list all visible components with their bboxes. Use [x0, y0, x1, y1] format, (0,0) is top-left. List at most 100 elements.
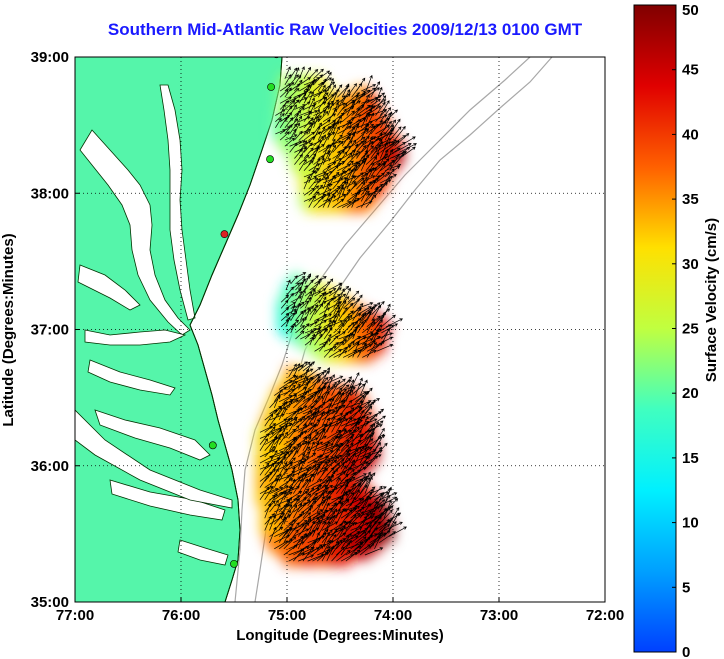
y-axis-label: Latitude (Degrees:Minutes)	[0, 233, 17, 426]
velocity-arrow	[297, 361, 311, 372]
velocity-arrow	[269, 487, 284, 494]
speed-cell	[315, 304, 325, 314]
velocity-arrow	[322, 195, 337, 202]
velocity-arrow	[365, 112, 375, 129]
speed-cell	[303, 538, 313, 548]
speed-cell	[322, 434, 332, 444]
speed-cell	[280, 117, 290, 127]
speed-cell	[275, 440, 285, 450]
speed-cell	[319, 203, 329, 213]
speed-cell	[347, 123, 357, 133]
velocity-arrow	[359, 477, 371, 494]
speed-cell	[361, 197, 371, 207]
speed-cell	[291, 304, 301, 314]
velocity-arrow	[293, 520, 308, 531]
speed-cell	[324, 353, 334, 363]
velocity-arrow	[333, 331, 346, 340]
velocity-arrow	[375, 163, 386, 178]
speed-cell	[320, 298, 330, 308]
speed-cell	[277, 310, 287, 320]
speed-cell	[303, 550, 313, 560]
velocity-arrow	[275, 113, 285, 122]
velocity-arrow	[336, 499, 350, 513]
speed-cell	[341, 391, 351, 401]
velocity-arrow	[298, 92, 307, 104]
speed-cell	[370, 544, 380, 554]
velocity-arrow	[326, 508, 338, 525]
velocity-arrow	[337, 108, 347, 122]
velocity-arrow	[290, 282, 301, 291]
speed-cell	[342, 105, 352, 115]
velocity-arrow	[298, 101, 311, 110]
speed-cell	[338, 117, 348, 127]
speed-cell	[357, 197, 367, 207]
speed-cell	[342, 129, 352, 139]
speed-cell	[295, 154, 305, 164]
speed-cell	[352, 179, 362, 189]
velocity-arrow	[379, 107, 392, 122]
velocity-arrow	[380, 164, 393, 178]
velocity-arrow	[307, 441, 324, 452]
velocity-arrow	[381, 323, 398, 334]
speed-cell	[348, 347, 358, 357]
speed-cell	[299, 179, 309, 189]
velocity-arrow	[341, 83, 350, 98]
speed-cell	[289, 373, 299, 383]
speed-cell	[327, 557, 337, 567]
velocity-arrow	[338, 306, 348, 321]
speed-cell	[358, 328, 368, 338]
speed-cell	[322, 397, 332, 407]
speed-cell	[284, 520, 294, 530]
velocity-arrow	[326, 381, 337, 396]
speed-cell	[313, 403, 323, 413]
speed-cell	[279, 532, 289, 542]
speed-cell	[295, 93, 305, 103]
velocity-arrow	[326, 375, 344, 384]
speed-cell	[301, 328, 311, 338]
speed-cell	[286, 279, 296, 289]
speed-cell	[341, 544, 351, 554]
speed-cell	[365, 514, 375, 524]
speed-cell	[357, 129, 367, 139]
speed-cell	[333, 191, 343, 201]
speed-cell	[296, 310, 306, 320]
speed-cell	[342, 136, 352, 146]
velocity-arrow	[350, 416, 361, 433]
speed-cell	[310, 322, 320, 332]
speed-cell	[308, 452, 318, 462]
speed-cell	[317, 471, 327, 481]
velocity-arrow	[370, 99, 387, 110]
velocity-arrow	[378, 509, 393, 525]
velocity-arrow	[331, 379, 341, 396]
speed-cell	[351, 434, 361, 444]
velocity-arrow	[312, 370, 328, 378]
speed-cell	[365, 495, 375, 505]
velocity-arrow	[365, 74, 373, 92]
speed-cell	[357, 105, 367, 115]
speed-cell	[381, 136, 391, 146]
velocity-arrow	[297, 512, 312, 525]
velocity-arrow	[317, 449, 334, 458]
speed-cell	[366, 136, 376, 146]
speed-cell	[357, 166, 367, 176]
speed-cell	[304, 197, 314, 207]
speed-cell	[265, 508, 275, 518]
speed-cell	[366, 99, 376, 109]
speed-cell	[385, 166, 395, 176]
velocity-arrow	[359, 387, 373, 402]
speed-cell	[314, 93, 324, 103]
speed-cell	[339, 310, 349, 320]
velocity-arrow	[288, 375, 298, 390]
velocity-arrow	[288, 393, 297, 409]
speed-cell	[358, 335, 368, 345]
velocity-arrow	[288, 504, 298, 519]
speed-cell	[284, 532, 294, 542]
velocity-arrow	[307, 366, 322, 378]
speed-cell	[351, 550, 361, 560]
speed-cell	[295, 136, 305, 146]
speed-cell	[275, 446, 285, 456]
velocity-arrow	[322, 144, 330, 159]
speed-cell	[327, 416, 337, 426]
velocity-arrow	[346, 119, 362, 129]
velocity-arrow	[350, 536, 367, 550]
